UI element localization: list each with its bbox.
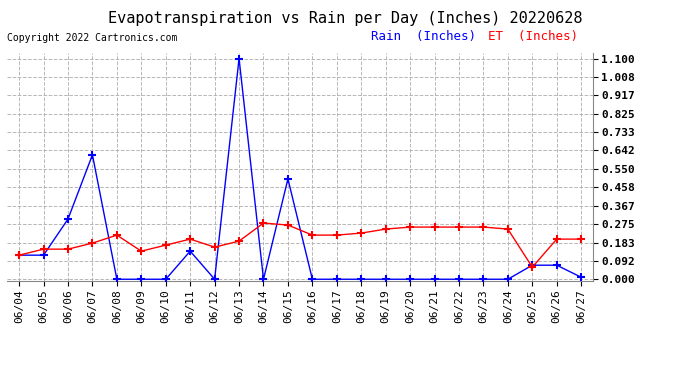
Rain  (Inches) bbox=[259, 277, 268, 282]
Rain  (Inches) bbox=[528, 263, 536, 267]
Text: ET  (Inches): ET (Inches) bbox=[488, 30, 578, 44]
Line: Rain  (Inches): Rain (Inches) bbox=[15, 54, 585, 284]
ET  (Inches) bbox=[406, 225, 414, 230]
Rain  (Inches) bbox=[382, 277, 390, 282]
ET  (Inches) bbox=[357, 231, 366, 236]
ET  (Inches) bbox=[161, 243, 170, 248]
Rain  (Inches) bbox=[308, 277, 317, 282]
ET  (Inches) bbox=[88, 241, 97, 245]
Rain  (Inches) bbox=[284, 177, 292, 181]
Rain  (Inches) bbox=[15, 253, 23, 257]
ET  (Inches) bbox=[284, 223, 292, 227]
ET  (Inches) bbox=[137, 249, 146, 254]
Rain  (Inches) bbox=[186, 249, 195, 254]
ET  (Inches) bbox=[431, 225, 439, 230]
ET  (Inches) bbox=[64, 247, 72, 251]
Rain  (Inches) bbox=[455, 277, 463, 282]
ET  (Inches) bbox=[235, 239, 243, 243]
Rain  (Inches) bbox=[577, 275, 585, 279]
Rain  (Inches) bbox=[137, 277, 146, 282]
Rain  (Inches) bbox=[431, 277, 439, 282]
ET  (Inches) bbox=[39, 247, 48, 251]
ET  (Inches) bbox=[112, 233, 121, 237]
Rain  (Inches) bbox=[235, 56, 243, 61]
Rain  (Inches) bbox=[39, 253, 48, 257]
ET  (Inches) bbox=[186, 237, 195, 242]
ET  (Inches) bbox=[210, 245, 219, 249]
Rain  (Inches) bbox=[112, 277, 121, 282]
Rain  (Inches) bbox=[333, 277, 341, 282]
ET  (Inches) bbox=[577, 237, 585, 242]
Rain  (Inches) bbox=[480, 277, 488, 282]
ET  (Inches) bbox=[15, 253, 23, 257]
Rain  (Inches) bbox=[406, 277, 414, 282]
ET  (Inches) bbox=[504, 227, 512, 231]
ET  (Inches) bbox=[308, 233, 317, 237]
Line: ET  (Inches): ET (Inches) bbox=[15, 219, 585, 272]
ET  (Inches) bbox=[382, 227, 390, 231]
Rain  (Inches) bbox=[553, 263, 561, 267]
ET  (Inches) bbox=[259, 221, 268, 225]
Rain  (Inches) bbox=[357, 277, 366, 282]
ET  (Inches) bbox=[455, 225, 463, 230]
ET  (Inches) bbox=[553, 237, 561, 242]
Rain  (Inches) bbox=[504, 277, 512, 282]
ET  (Inches) bbox=[528, 265, 536, 270]
Rain  (Inches) bbox=[161, 277, 170, 282]
Rain  (Inches) bbox=[210, 277, 219, 282]
ET  (Inches) bbox=[333, 233, 341, 237]
Text: Evapotranspiration vs Rain per Day (Inches) 20220628: Evapotranspiration vs Rain per Day (Inch… bbox=[108, 11, 582, 26]
Text: Rain  (Inches): Rain (Inches) bbox=[371, 30, 475, 44]
Text: Copyright 2022 Cartronics.com: Copyright 2022 Cartronics.com bbox=[7, 33, 177, 44]
ET  (Inches) bbox=[480, 225, 488, 230]
Rain  (Inches) bbox=[88, 153, 97, 157]
Rain  (Inches) bbox=[64, 217, 72, 221]
